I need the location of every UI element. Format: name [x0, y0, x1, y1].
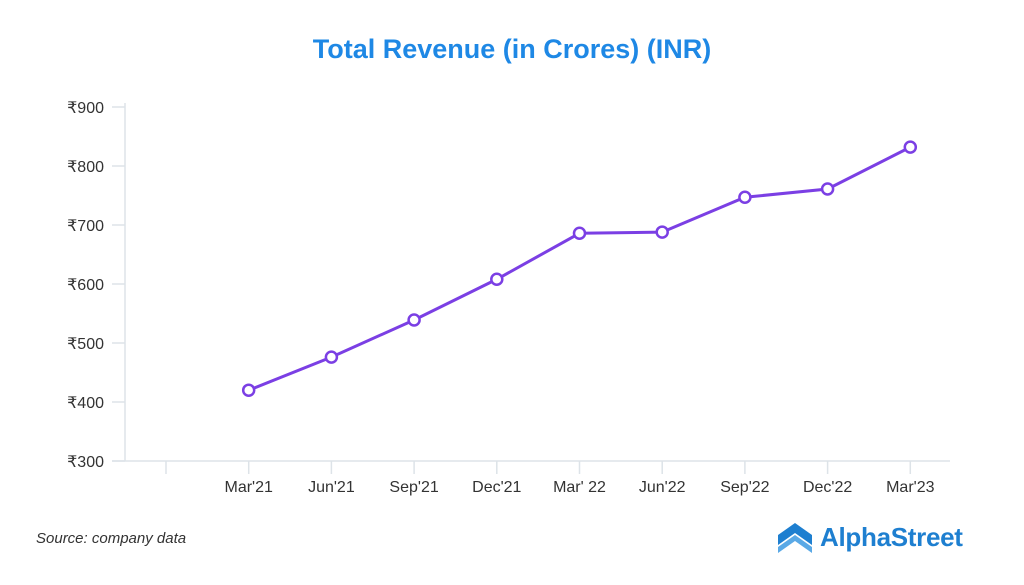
y-tick-label: ₹800 [67, 159, 104, 176]
data-point [903, 140, 918, 154]
data-point [572, 226, 587, 241]
y-tick-label: ₹600 [67, 277, 104, 294]
y-tick-label: ₹900 [67, 100, 104, 117]
chart-title: Total Revenue (in Crores) (INR) [312, 34, 712, 64]
x-tick-label: Mar'23 [886, 479, 935, 496]
data-point [820, 182, 835, 196]
x-tick-label: Dec'21 [472, 479, 521, 496]
data-point [655, 225, 669, 239]
data-point [241, 383, 256, 397]
x-tick-label: Sep'21 [389, 479, 438, 496]
x-tick-label: Jun'22 [639, 479, 686, 496]
logo-chevron-icon [778, 522, 812, 553]
x-tick-label: Mar'21 [224, 479, 273, 496]
x-tick-label: Dec'22 [803, 479, 852, 496]
x-tick-label: Mar' 22 [553, 479, 606, 496]
source-note: Source: company data [36, 530, 187, 547]
y-tick-label: ₹700 [67, 218, 104, 235]
alphastreet-logo: AlphaStreet [778, 522, 963, 553]
data-point [738, 190, 752, 205]
data-point [407, 313, 421, 327]
x-tick-label: Sep'22 [720, 479, 769, 496]
y-tick-label: ₹500 [67, 336, 104, 353]
data-point [490, 272, 504, 287]
data-point [324, 350, 339, 364]
y-tick-label: ₹400 [67, 395, 104, 412]
series-line [248, 145, 911, 392]
x-tick-label: Jun'21 [308, 479, 355, 496]
y-tick-label: ₹300 [67, 454, 104, 471]
logo-text: AlphaStreet [820, 522, 963, 552]
